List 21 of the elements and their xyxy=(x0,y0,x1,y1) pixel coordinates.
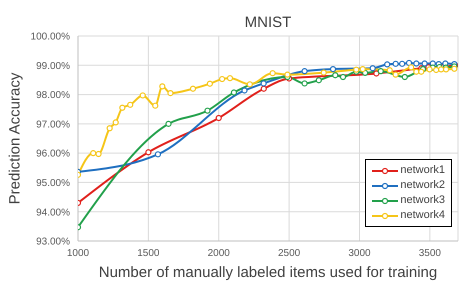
x-tick-label: 2500 xyxy=(278,248,301,260)
y-tick-label: 98.00% xyxy=(36,90,70,102)
x-tick-label: 1000 xyxy=(66,248,90,260)
y-tick-label: 99.00% xyxy=(36,60,70,72)
chart-title: MNIST xyxy=(244,14,292,31)
x-tick-label: 3500 xyxy=(418,248,442,260)
y-tick-label: 93.00% xyxy=(36,236,70,248)
x-tick-label: 2000 xyxy=(208,248,230,260)
y-tick-label: 96.00% xyxy=(36,148,70,160)
legend-label: network4 xyxy=(400,208,445,223)
legend-label: network3 xyxy=(400,193,445,208)
y-tick-label: 100.00% xyxy=(30,32,70,43)
y-tick-label: 97.00% xyxy=(36,119,70,130)
x-axis-title: Number of manually labeled items used for training xyxy=(98,264,438,281)
y-tick-label: 95.00% xyxy=(36,178,70,189)
x-tick-label: 1500 xyxy=(137,248,160,260)
x-tick-label: 3000 xyxy=(348,248,372,260)
legend-label: network1 xyxy=(400,163,445,178)
y-axis-title: Prediction Accuracy xyxy=(6,72,24,204)
y-tick-label: 94.00% xyxy=(36,207,70,218)
legend-label: network2 xyxy=(400,178,445,193)
